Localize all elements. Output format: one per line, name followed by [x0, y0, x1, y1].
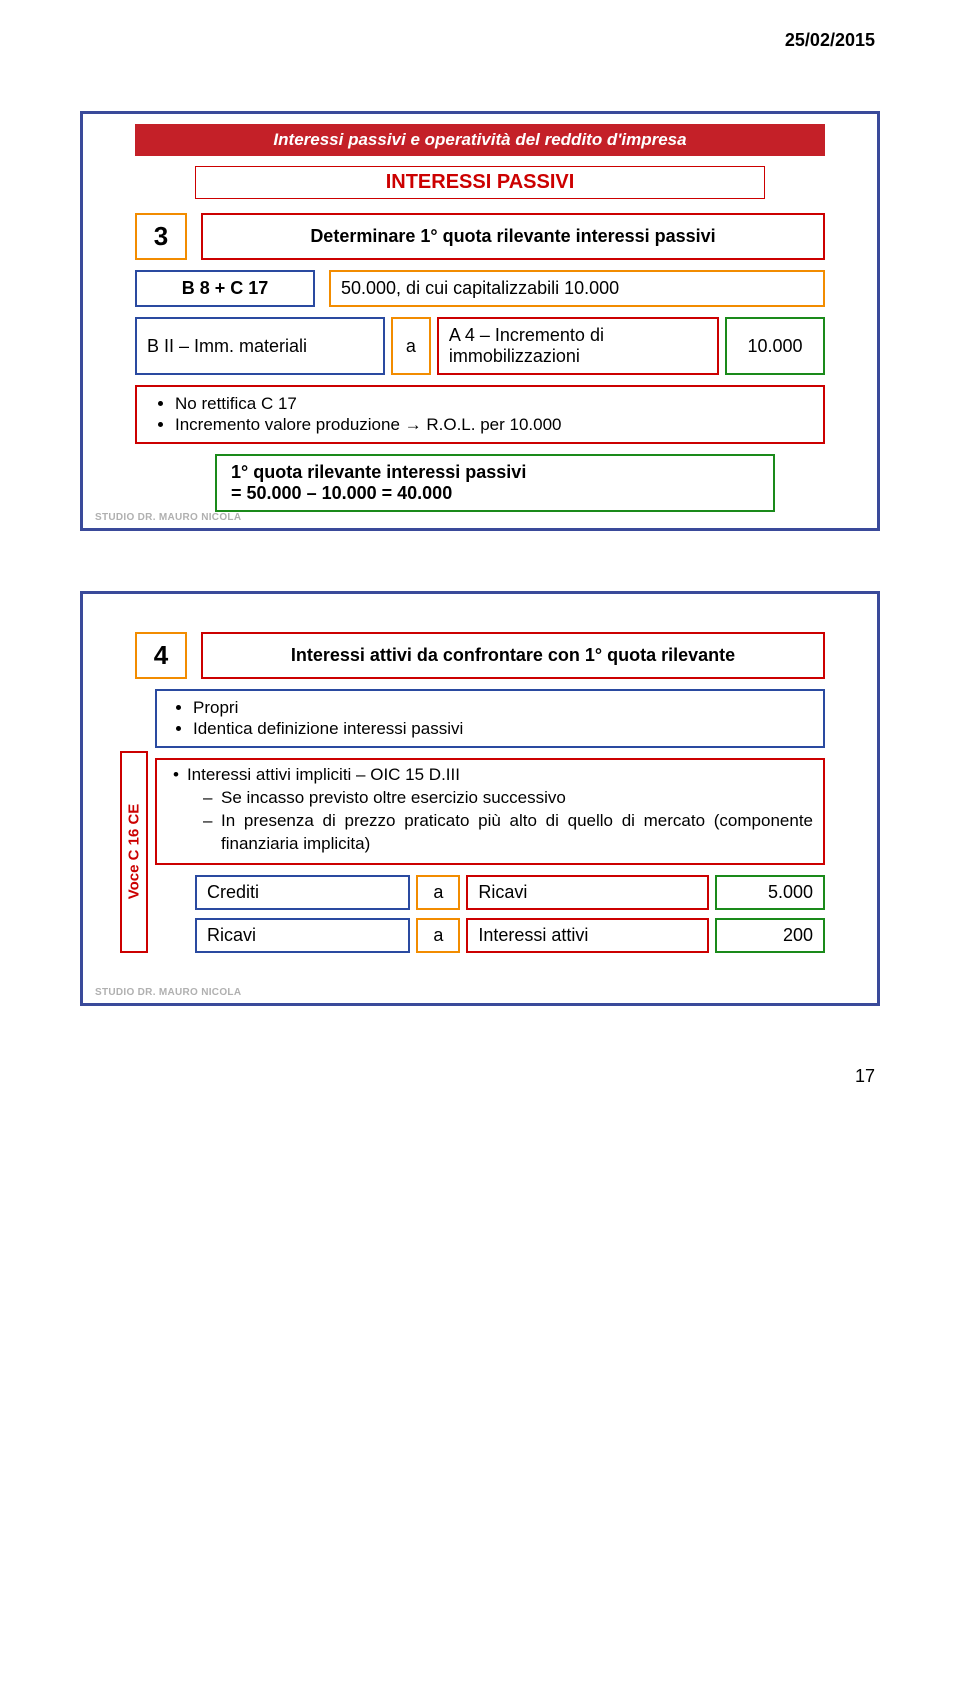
entry-row-2: Ricavi a Interessi attivi 200 — [195, 918, 825, 953]
detail-box: Interessi attivi impliciti – OIC 15 D.II… — [155, 758, 825, 865]
step-description: Determinare 1° quota rilevante interessi… — [201, 213, 825, 260]
studio-credit: STUDIO DR. MAURO NICOLA — [95, 512, 241, 523]
page-date: 25/02/2015 — [80, 30, 880, 51]
studio-credit: STUDIO DR. MAURO NICOLA — [95, 987, 241, 998]
side-label-box: Voce C 16 CE — [120, 751, 148, 953]
notes-box: No rettifica C 17 Incremento valore prod… — [135, 385, 825, 444]
formula-left: B 8 + C 17 — [135, 270, 315, 307]
entry-row-1: Crediti a Ricavi 5.000 — [195, 875, 825, 910]
result-box: 1° quota rilevante interessi passivi = 5… — [215, 454, 775, 512]
entry-debit: Crediti — [195, 875, 410, 910]
entry-debit: Ricavi — [195, 918, 410, 953]
entry-credit: Ricavi — [466, 875, 709, 910]
step-number: 4 — [135, 632, 187, 679]
journal-credit: A 4 – Incremento di immobilizzazioni — [437, 317, 719, 375]
definition-box: Propri Identica definizione interessi pa… — [155, 689, 825, 748]
step-description: Interessi attivi da confrontare con 1° q… — [201, 632, 825, 679]
formula-row-1: B 8 + C 17 50.000, di cui capitalizzabil… — [135, 270, 825, 307]
detail-heading: Interessi attivi impliciti – OIC 15 D.II… — [173, 765, 813, 785]
content-area: Voce C 16 CE Propri Identica definizione… — [155, 689, 825, 953]
page: 25/02/2015 Interessi passivi e operativi… — [0, 0, 960, 1107]
result-line-2: = 50.000 – 10.000 = 40.000 — [231, 483, 759, 504]
journal-amount: 10.000 — [725, 317, 825, 375]
journal-row: B II – Imm. materiali a A 4 – Incremento… — [135, 317, 825, 375]
result-line-1: 1° quota rilevante interessi passivi — [231, 462, 759, 483]
step-row: 3 Determinare 1° quota rilevante interes… — [135, 213, 825, 260]
entry-a: a — [416, 875, 460, 910]
def-item: Propri — [193, 698, 813, 718]
formula-right: 50.000, di cui capitalizzabili 10.000 — [329, 270, 825, 307]
entry-amount: 200 — [715, 918, 825, 953]
detail-item: Se incasso previsto oltre esercizio succ… — [203, 787, 813, 810]
slide-banner: Interessi passivi e operatività del redd… — [135, 124, 825, 156]
slide-1: Interessi passivi e operatività del redd… — [80, 111, 880, 531]
entry-credit: Interessi attivi — [466, 918, 709, 953]
entry-a: a — [416, 918, 460, 953]
page-number: 17 — [80, 1066, 880, 1087]
def-item: Identica definizione interessi passivi — [193, 719, 813, 739]
entry-amount: 5.000 — [715, 875, 825, 910]
note-item: Incremento valore produzione → R.O.L. pe… — [175, 415, 813, 435]
slide-title: INTERESSI PASSIVI — [195, 166, 765, 199]
note-item: No rettifica C 17 — [175, 394, 813, 414]
side-label: Voce C 16 CE — [126, 804, 143, 900]
journal-debit: B II – Imm. materiali — [135, 317, 385, 375]
slide-2: 4 Interessi attivi da confrontare con 1°… — [80, 591, 880, 1006]
journal-a: a — [391, 317, 431, 375]
step-number: 3 — [135, 213, 187, 260]
step-row: 4 Interessi attivi da confrontare con 1°… — [135, 632, 825, 679]
detail-item: In presenza di prezzo praticato più alto… — [203, 810, 813, 856]
